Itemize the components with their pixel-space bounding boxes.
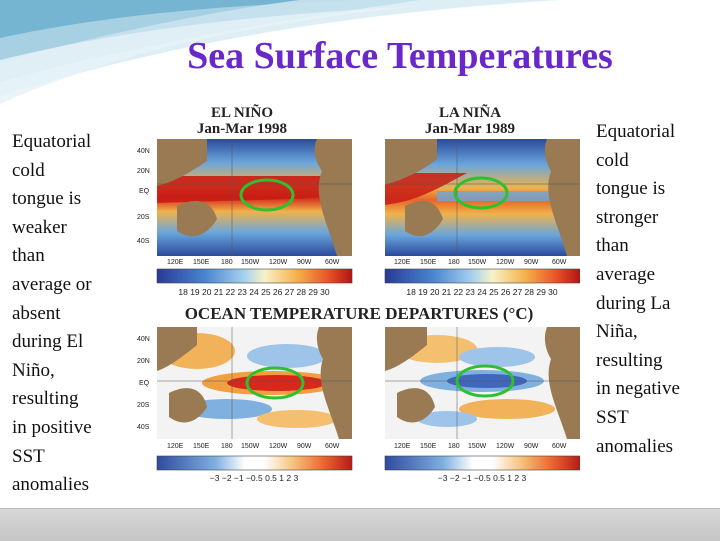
right-caption-line: anomalies [596, 435, 674, 457]
el-nino-title: EL NIÑO [211, 103, 273, 121]
lon-label: 150E [420, 443, 437, 450]
right-caption-line: stronger [596, 206, 659, 228]
lon-label: 120E [167, 443, 184, 450]
lat-labels-bottom: 40N 20N EQ 20S 40S [137, 336, 150, 431]
el-nino-anomaly-map [157, 327, 352, 439]
left-caption: Equatorial cold tongue is weaker than av… [12, 128, 130, 500]
lon-label: 120E [394, 443, 411, 450]
lat-label: 20N [137, 168, 150, 175]
highlight-ring [453, 176, 509, 210]
left-caption-line: cold [12, 159, 45, 181]
lon-label: 150E [193, 259, 210, 266]
lon-labels-top: 120E 150E 180 150W 120W 90W 60W 120E 150… [167, 259, 567, 266]
lon-label: 150W [241, 443, 260, 450]
right-caption-line: resulting [596, 349, 663, 371]
right-caption-line: Equatorial [596, 121, 676, 142]
lon-label: 90W [297, 443, 312, 450]
right-caption-line: Niña, [596, 321, 638, 343]
lon-label: 90W [524, 443, 539, 450]
lat-label: 40N [137, 336, 150, 343]
lon-label: 150W [468, 259, 487, 266]
lon-label: 120W [269, 443, 288, 450]
left-caption-line: tongue is [12, 188, 82, 210]
left-caption-line: during El [12, 331, 84, 353]
lon-label: 180 [448, 443, 460, 450]
right-caption-line: SST [596, 406, 629, 428]
sst-figure-graphic: EL NIÑO Jan-Mar 1998 LA NIÑA Jan-Mar 198… [137, 103, 580, 483]
lat-label: 20N [137, 358, 150, 365]
lon-label: 150E [193, 443, 210, 450]
page-title: Sea Surface Temperatures [187, 35, 613, 77]
anomaly-scale-labels: −3 −2 −1 −0.5 0.5 1 2 3 [210, 473, 299, 483]
right-caption-line: than [596, 235, 629, 257]
lon-label: 180 [221, 259, 233, 266]
lon-label: 120E [167, 259, 184, 266]
footer-bar [0, 508, 720, 541]
lon-label: 180 [221, 443, 233, 450]
sst-figure: EL NIÑO Jan-Mar 1998 LA NIÑA Jan-Mar 198… [137, 101, 580, 484]
lat-labels-top: 40N 20N EQ 20S 40S [137, 148, 150, 245]
temp-color-scale [156, 268, 353, 284]
anomaly-color-scale [384, 455, 580, 471]
la-nina-period: Jan-Mar 1989 [425, 121, 515, 137]
lon-label: 60W [325, 443, 340, 450]
highlight-ring [245, 366, 305, 400]
lon-label: 120W [496, 443, 515, 450]
el-nino-sst-map [157, 139, 352, 256]
right-caption-line: average [596, 263, 656, 285]
lon-label: 150W [241, 259, 260, 266]
left-caption-line: Equatorial [12, 131, 92, 152]
lon-label: 90W [524, 259, 539, 266]
temp-scale-labels: 18 19 20 21 22 23 24 25 26 27 28 29 30 [178, 287, 330, 297]
lon-label: 150W [468, 443, 487, 450]
temp-scale-labels: 18 19 20 21 22 23 24 25 26 27 28 29 30 [406, 287, 558, 297]
left-caption-line: SST [12, 445, 45, 467]
lat-label: EQ [139, 380, 150, 387]
right-caption-line: tongue is [596, 178, 666, 200]
la-nina-anomaly-map [385, 327, 580, 439]
anomaly-color-scale [156, 455, 353, 471]
right-caption-line: cold [596, 149, 629, 171]
left-caption-line: resulting [12, 388, 79, 410]
lat-label: 20S [137, 214, 150, 221]
lon-label: 90W [297, 259, 312, 266]
lon-label: 180 [448, 259, 460, 266]
left-caption-line: in positive [12, 416, 92, 438]
left-caption-line: than [12, 245, 45, 267]
lon-label: 120W [269, 259, 288, 266]
left-caption-line: weaker [12, 216, 67, 238]
lon-label: 60W [552, 259, 567, 266]
left-caption-line: Niño, [12, 359, 55, 381]
lat-label: 20S [137, 402, 150, 409]
lat-label: 40S [137, 238, 150, 245]
lat-label: EQ [139, 188, 150, 195]
highlight-ring [239, 178, 295, 212]
decorative-swoosh [0, 0, 560, 104]
right-caption-line: during La [596, 292, 671, 314]
right-caption: Equatorial cold tongue is stronger than … [596, 118, 716, 461]
lat-label: 40N [137, 148, 150, 155]
el-nino-period: Jan-Mar 1998 [197, 121, 287, 137]
left-caption-line: anomalies [12, 474, 90, 496]
la-nina-title: LA NIÑA [439, 103, 501, 121]
lon-label: 120E [394, 259, 411, 266]
lon-label: 120W [496, 259, 515, 266]
left-caption-line: average or [12, 273, 92, 295]
left-caption-line: absent [12, 302, 61, 324]
departures-title: OCEAN TEMPERATURE DEPARTURES (°C) [185, 304, 534, 323]
highlight-ring [455, 364, 515, 398]
temp-color-scale [384, 268, 580, 284]
la-nina-sst-map [385, 139, 580, 256]
right-caption-line: in negative [596, 378, 680, 400]
lon-label: 60W [325, 259, 340, 266]
lon-labels-bottom: 120E 150E 180 150W 120W 90W 60W 120E 150… [167, 443, 567, 450]
lon-label: 60W [552, 443, 567, 450]
anomaly-scale-labels: −3 −2 −1 −0.5 0.5 1 2 3 [438, 473, 527, 483]
lat-label: 40S [137, 424, 150, 431]
lon-label: 150E [420, 259, 437, 266]
